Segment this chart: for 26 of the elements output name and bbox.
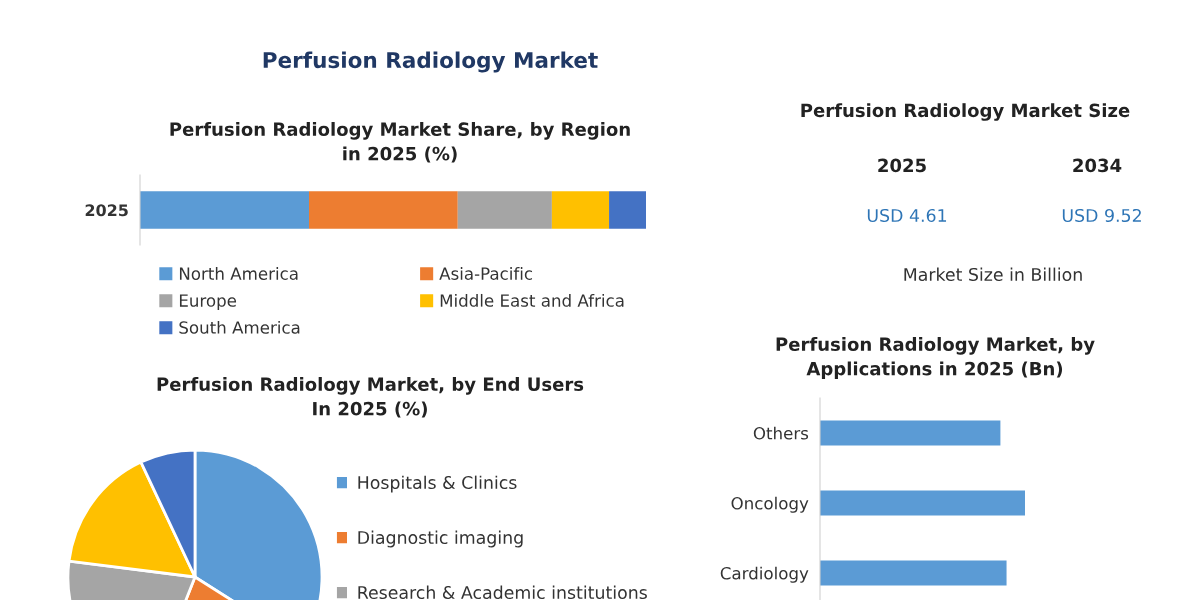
legend-label: Middle East and Africa [440, 293, 624, 307]
bar [140, 191, 309, 229]
text: USD 4.61 [867, 208, 947, 223]
text: Market Size in Billion [904, 267, 1082, 282]
category-label: 2034 [1073, 158, 1122, 173]
legend-label: South America [179, 320, 300, 334]
legend-label: Europe [179, 294, 237, 311]
y-tick-label: Others [753, 426, 809, 440]
legend-label: Research & Academic institutions [358, 585, 647, 600]
y-tick-label: Oncology [731, 496, 809, 513]
legend-label: Diagnostic imaging [358, 530, 523, 548]
legend-label: Asia-Pacific [439, 267, 533, 280]
legend-label: North America [179, 267, 298, 280]
category-label: 2025 [878, 158, 926, 173]
chart-title: Perfusion Radiology Market, by End Users In 2025 (%) [157, 377, 584, 418]
chart-title: Perfusion Radiology Market, by Applications in 2025 (Bn) [776, 337, 1095, 379]
chart-title: Perfusion Radiology Market Share, by Region in 2025 (%) [170, 122, 630, 163]
bar [551, 191, 610, 229]
legend-label: Hospitals & Clinics [358, 475, 517, 493]
text: Perfusion Radiology Market [263, 51, 598, 73]
bar [309, 191, 458, 229]
text: USD 9.52 [1062, 208, 1141, 223]
bar [609, 191, 646, 229]
y-tick-label: Cardiology [720, 566, 809, 583]
bar [457, 191, 552, 229]
text: Perfusion Radiology Market Size [801, 103, 1130, 121]
